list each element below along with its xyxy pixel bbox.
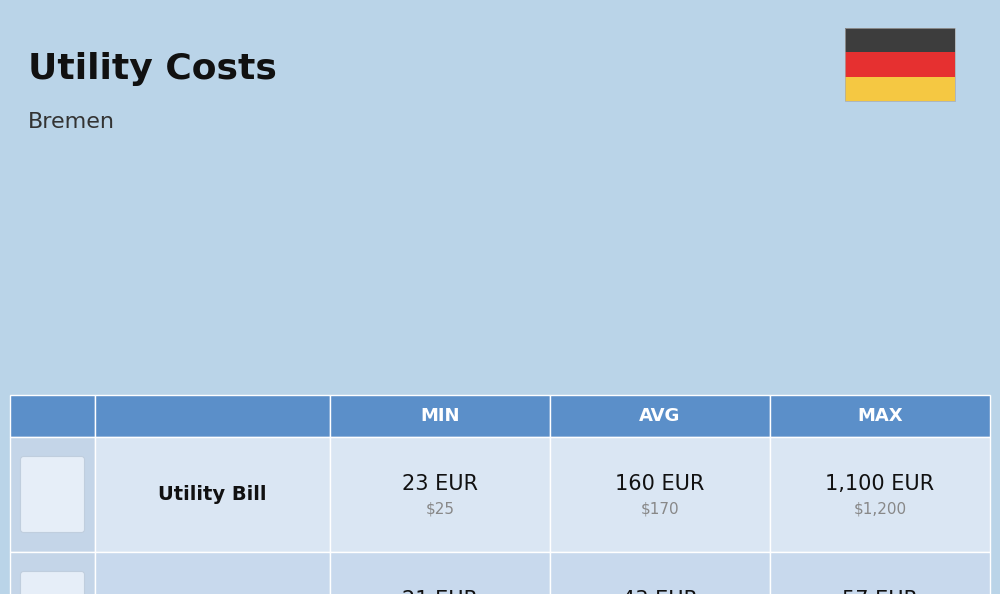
Bar xyxy=(550,437,770,552)
Bar xyxy=(330,552,550,594)
Text: $25: $25 xyxy=(426,501,454,516)
Bar xyxy=(770,395,990,437)
Bar xyxy=(845,28,955,52)
Text: MIN: MIN xyxy=(420,407,460,425)
Bar xyxy=(550,552,770,594)
Text: MAX: MAX xyxy=(857,407,903,425)
Bar xyxy=(330,437,550,552)
Text: 43 EUR: 43 EUR xyxy=(622,589,698,594)
Text: 23 EUR: 23 EUR xyxy=(402,475,478,494)
Text: 1,100 EUR: 1,100 EUR xyxy=(825,475,935,494)
Bar xyxy=(95,395,330,437)
Text: Utility Costs: Utility Costs xyxy=(28,52,277,86)
Bar xyxy=(845,77,955,101)
FancyBboxPatch shape xyxy=(20,457,84,532)
Text: Utility Bill: Utility Bill xyxy=(158,485,267,504)
Bar xyxy=(550,395,770,437)
Bar xyxy=(10,437,95,552)
Text: 160 EUR: 160 EUR xyxy=(615,475,705,494)
Text: 21 EUR: 21 EUR xyxy=(402,589,478,594)
Text: $170: $170 xyxy=(641,501,679,516)
Bar xyxy=(845,52,955,77)
Bar xyxy=(95,552,330,594)
Bar xyxy=(845,28,955,101)
Text: $1,200: $1,200 xyxy=(853,501,907,516)
Bar xyxy=(770,437,990,552)
Bar xyxy=(10,552,95,594)
Bar xyxy=(330,395,550,437)
Bar xyxy=(770,552,990,594)
Bar xyxy=(95,437,330,552)
FancyBboxPatch shape xyxy=(20,571,84,594)
Text: Bremen: Bremen xyxy=(28,112,115,132)
Text: AVG: AVG xyxy=(639,407,681,425)
Bar xyxy=(10,395,95,437)
Text: 57 EUR: 57 EUR xyxy=(842,589,918,594)
